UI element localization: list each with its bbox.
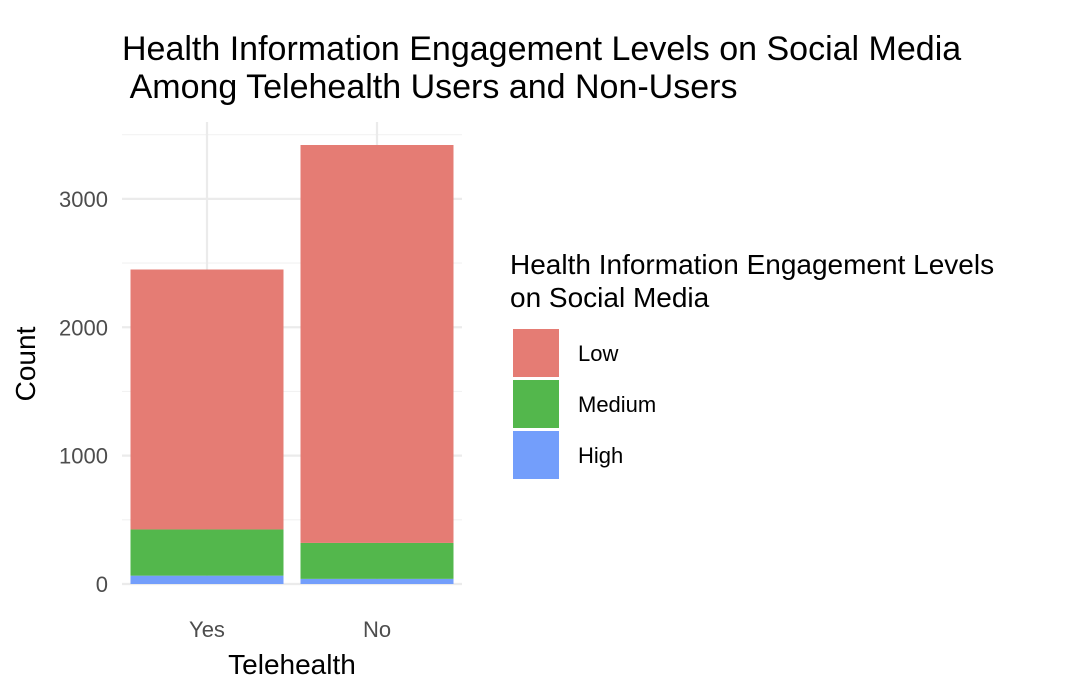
bar-no-medium [300, 542, 454, 579]
legend-title-line-2: on Social Media [510, 282, 710, 313]
x-tick-label-no: No [363, 617, 391, 642]
legend-title-line-1: Health Information Engagement Levels [510, 249, 994, 280]
bar-no-high [300, 578, 454, 584]
x-axis-title: Telehealth [228, 649, 356, 680]
y-axis: 0 1000 2000 3000 [59, 187, 108, 597]
y-tick-label: 0 [96, 572, 108, 597]
legend-key-medium [513, 380, 559, 428]
legend: Health Information Engagement Levels on … [510, 249, 994, 479]
bar-no-low [300, 145, 454, 543]
bar-yes-high [130, 575, 284, 584]
x-tick-label-yes: Yes [189, 617, 225, 642]
chart-title-line-1: Health Information Engagement Levels on … [122, 30, 961, 68]
legend-label-high: High [578, 443, 623, 468]
legend-label-medium: Medium [578, 392, 656, 417]
bar-yes-medium [130, 529, 284, 576]
y-tick-label: 2000 [59, 315, 108, 340]
chart-title-line-2: Among Telehealth Users and Non-Users [122, 68, 737, 106]
y-axis-title: Count [10, 326, 41, 401]
bars [130, 145, 454, 584]
y-tick-label: 1000 [59, 444, 108, 469]
legend-label-low: Low [578, 341, 618, 366]
x-axis: Yes No [189, 617, 391, 642]
legend-key-low [513, 329, 559, 377]
y-tick-label: 3000 [59, 187, 108, 212]
bar-yes-low [130, 269, 284, 530]
legend-key-high [513, 431, 559, 479]
